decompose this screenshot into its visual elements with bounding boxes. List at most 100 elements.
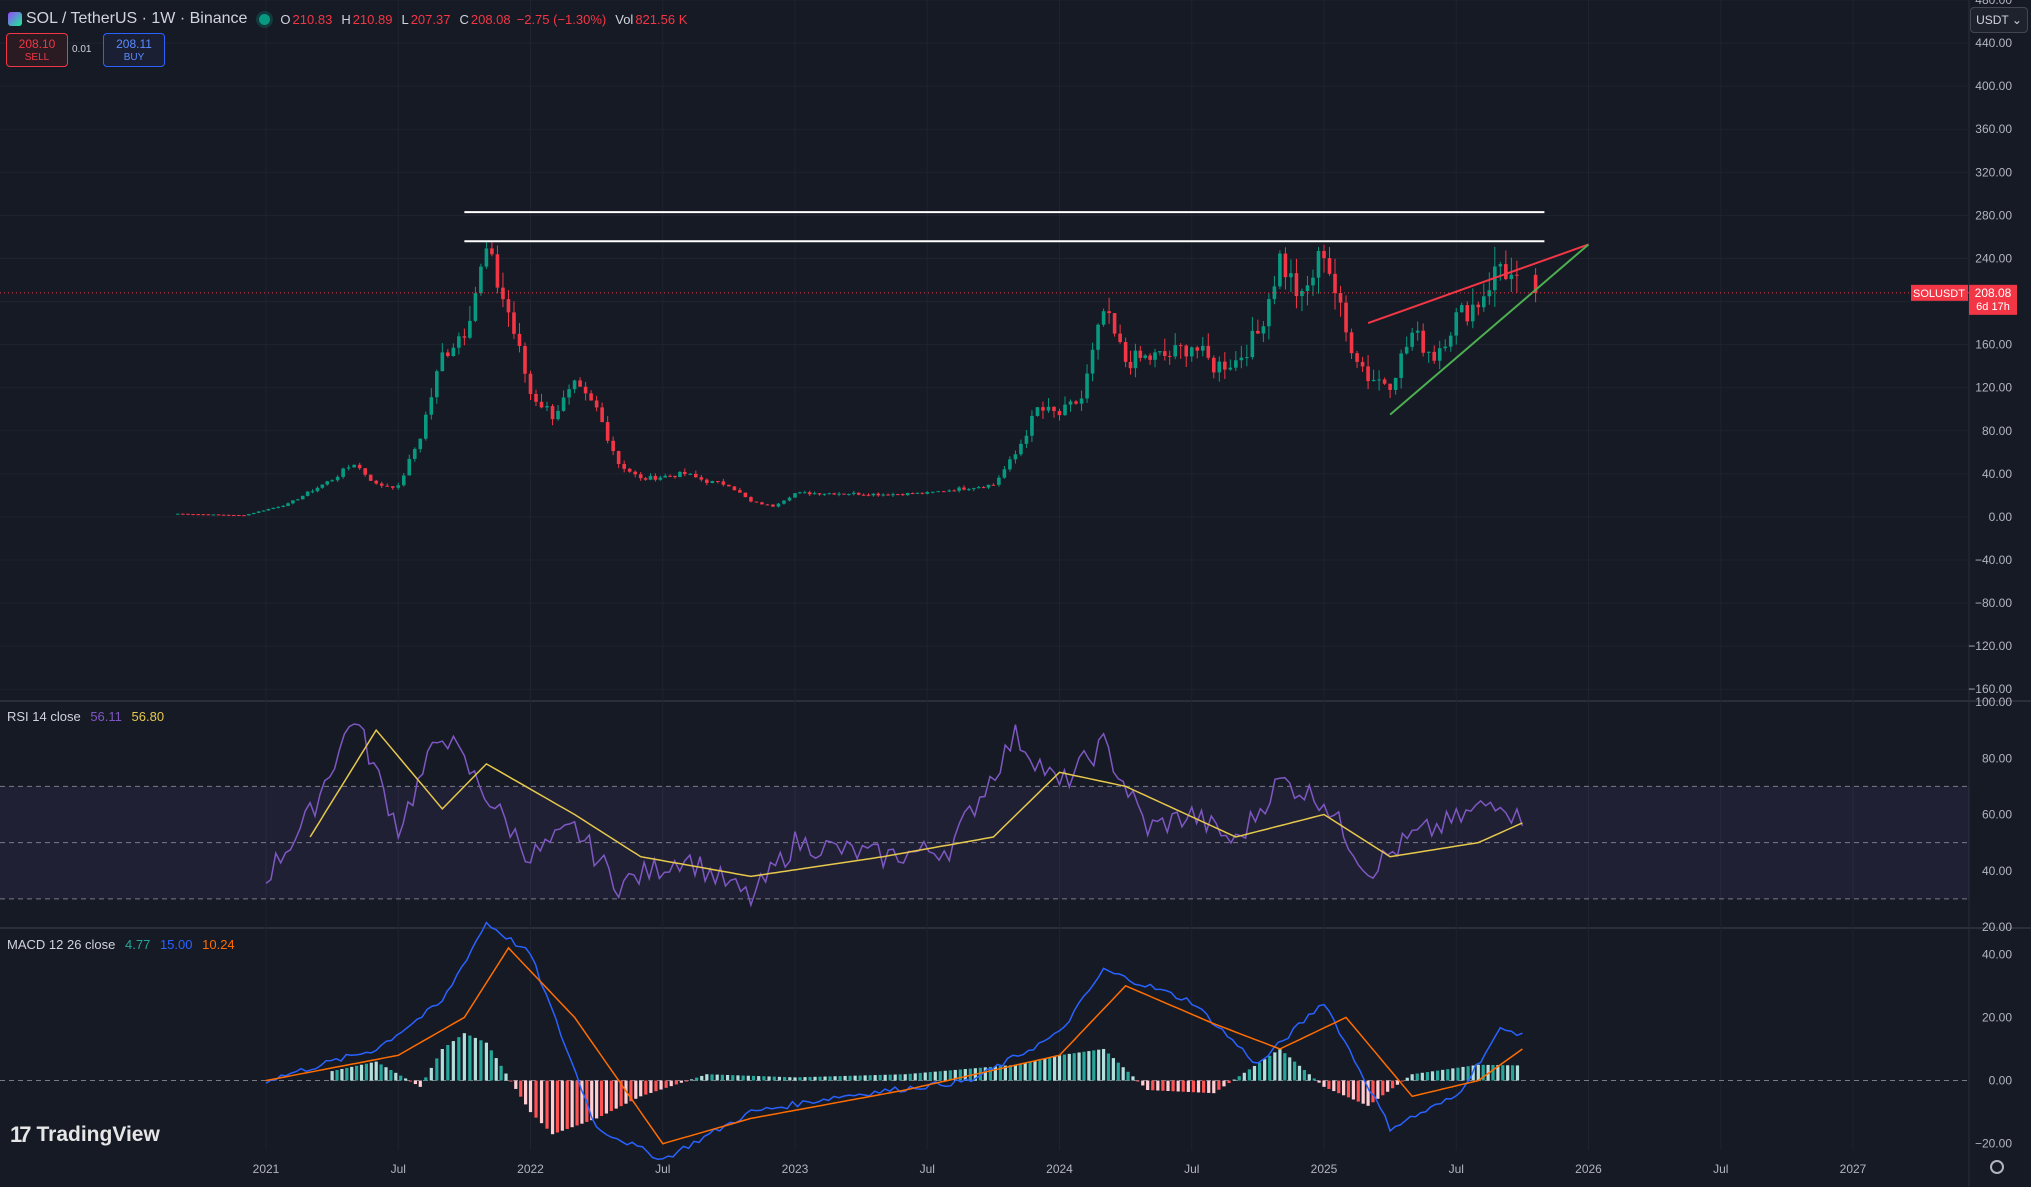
candle bbox=[1013, 450, 1018, 464]
macd-pane[interactable] bbox=[0, 921, 1969, 1160]
candle bbox=[981, 485, 986, 489]
candle-body bbox=[967, 489, 971, 491]
macd-histogram-bar bbox=[853, 1075, 857, 1081]
macd-histogram-bar bbox=[1222, 1080, 1226, 1087]
volume-key: Vol bbox=[615, 11, 634, 27]
buy-button[interactable]: 208.11 BUY bbox=[103, 33, 165, 67]
candle-body bbox=[256, 511, 261, 513]
candle bbox=[418, 438, 423, 453]
candle bbox=[1079, 390, 1084, 411]
macd-histogram-bar bbox=[424, 1077, 428, 1081]
candle-body bbox=[1245, 357, 1249, 359]
candle-body bbox=[600, 407, 604, 423]
candle-body bbox=[798, 492, 802, 494]
tradingview-logo[interactable]: 17 TradingView bbox=[10, 1122, 160, 1148]
candle-body bbox=[1454, 312, 1459, 336]
change-value: −2.75 (−1.30%) bbox=[516, 11, 607, 27]
macd-histogram-bar bbox=[664, 1080, 668, 1088]
candle bbox=[572, 379, 577, 394]
candle bbox=[341, 467, 345, 479]
candle-body bbox=[315, 487, 320, 492]
candle bbox=[1002, 465, 1007, 479]
macd-histogram-bar bbox=[524, 1080, 528, 1105]
macd-histogram-bar bbox=[938, 1071, 942, 1081]
candle bbox=[1366, 355, 1370, 390]
candle bbox=[1278, 250, 1282, 289]
candle bbox=[847, 493, 851, 496]
candle bbox=[256, 511, 261, 514]
candle bbox=[682, 468, 687, 477]
candle bbox=[967, 488, 971, 492]
macd-histogram-bar bbox=[435, 1058, 439, 1081]
price-pane[interactable] bbox=[0, 211, 1969, 517]
macd-histogram-bar bbox=[1441, 1069, 1445, 1081]
candle bbox=[986, 484, 991, 490]
candle-body bbox=[1410, 332, 1414, 347]
candle-body bbox=[281, 505, 285, 507]
symbol-title[interactable]: SOL / TetherUS · 1W · Binance bbox=[26, 10, 248, 27]
candle-body bbox=[658, 477, 663, 480]
candle-body bbox=[407, 458, 412, 476]
currency-select[interactable]: USDT ⌄ bbox=[1970, 7, 2028, 33]
candle bbox=[886, 493, 890, 496]
candle bbox=[622, 460, 626, 473]
candle bbox=[1063, 396, 1067, 416]
candle-body bbox=[678, 471, 682, 478]
candle bbox=[694, 470, 698, 478]
candle bbox=[611, 436, 615, 456]
macd-histogram-bar bbox=[700, 1075, 704, 1081]
macd-histogram-bar bbox=[731, 1075, 735, 1081]
settings-icon[interactable] bbox=[1990, 1160, 2004, 1174]
candle-body bbox=[832, 493, 836, 495]
macd-histogram-bar bbox=[440, 1048, 444, 1081]
macd-histogram-bar bbox=[1028, 1061, 1032, 1081]
candle bbox=[1184, 344, 1189, 368]
macd-histogram-bar bbox=[489, 1050, 493, 1081]
sell-button[interactable]: 208.10 SELL bbox=[6, 33, 68, 67]
macd-histogram-bar bbox=[1247, 1069, 1251, 1081]
candle bbox=[368, 474, 373, 482]
macd-histogram-bar bbox=[757, 1076, 761, 1081]
time-tick-label: Jul bbox=[391, 1162, 406, 1176]
candle-body bbox=[1465, 305, 1470, 322]
candle bbox=[1101, 308, 1106, 327]
macd-histogram-bar bbox=[604, 1080, 609, 1114]
candle bbox=[1123, 337, 1128, 368]
candle bbox=[305, 490, 310, 497]
macd-histogram-bar bbox=[451, 1041, 455, 1081]
candle-body bbox=[1068, 401, 1073, 405]
candle bbox=[1355, 350, 1359, 368]
macd-histogram-bar bbox=[1151, 1080, 1155, 1091]
candle bbox=[211, 514, 216, 516]
macd-histogram-bar bbox=[1376, 1080, 1380, 1099]
macd-legend[interactable]: MACD 12 26 close 4.77 15.00 10.24 bbox=[7, 937, 235, 952]
price-tick-label: 80.00 bbox=[1982, 424, 2012, 438]
macd-histogram-bar bbox=[1116, 1062, 1120, 1081]
candle bbox=[616, 450, 621, 469]
macd-histogram-bar bbox=[808, 1076, 812, 1081]
macd-histogram-bar bbox=[928, 1072, 932, 1081]
candle bbox=[231, 514, 236, 516]
candle-body bbox=[1426, 351, 1431, 353]
candle-body bbox=[638, 474, 643, 479]
macd-histogram-bar bbox=[1430, 1071, 1435, 1081]
macd-histogram-bar bbox=[903, 1074, 907, 1081]
candle bbox=[583, 382, 588, 401]
candle-body bbox=[936, 491, 941, 493]
macd-histogram-bar bbox=[494, 1058, 498, 1081]
candle bbox=[1189, 346, 1194, 362]
macd-histogram-bar bbox=[1161, 1080, 1165, 1091]
candle-body bbox=[1158, 351, 1162, 353]
rsi-pane[interactable] bbox=[0, 723, 1969, 908]
macd-histogram-bar bbox=[679, 1080, 684, 1083]
candle-body bbox=[1470, 304, 1475, 322]
macd-histogram-bar bbox=[1435, 1070, 1440, 1081]
wedge-upper-trendline bbox=[1367, 243, 1589, 325]
candle bbox=[812, 491, 817, 495]
candle bbox=[468, 306, 472, 340]
rsi-legend[interactable]: RSI 14 close 56.11 56.80 bbox=[7, 709, 164, 724]
candle bbox=[793, 493, 797, 498]
candle bbox=[605, 416, 610, 444]
